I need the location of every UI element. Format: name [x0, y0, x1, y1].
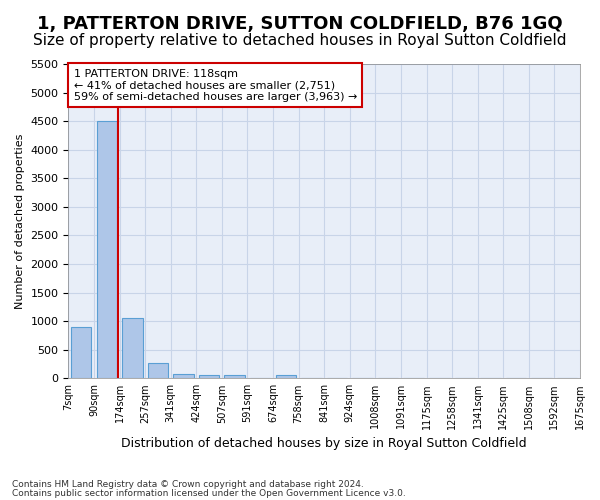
- Text: Contains public sector information licensed under the Open Government Licence v3: Contains public sector information licen…: [12, 488, 406, 498]
- Bar: [97, 121, 117, 378]
- Bar: [148, 363, 168, 378]
- Bar: [122, 318, 143, 378]
- Bar: [199, 375, 220, 378]
- Bar: [275, 375, 296, 378]
- X-axis label: Distribution of detached houses by size in Royal Sutton Coldfield: Distribution of detached houses by size …: [121, 437, 527, 450]
- Text: Contains HM Land Registry data © Crown copyright and database right 2024.: Contains HM Land Registry data © Crown c…: [12, 480, 364, 489]
- Text: 1 PATTERTON DRIVE: 118sqm
← 41% of detached houses are smaller (2,751)
59% of se: 1 PATTERTON DRIVE: 118sqm ← 41% of detac…: [74, 68, 357, 102]
- Bar: [173, 374, 194, 378]
- Bar: [224, 376, 245, 378]
- Bar: [71, 327, 91, 378]
- Text: 1, PATTERTON DRIVE, SUTTON COLDFIELD, B76 1GQ: 1, PATTERTON DRIVE, SUTTON COLDFIELD, B7…: [37, 15, 563, 33]
- Text: Size of property relative to detached houses in Royal Sutton Coldfield: Size of property relative to detached ho…: [33, 32, 567, 48]
- Y-axis label: Number of detached properties: Number of detached properties: [15, 134, 25, 309]
